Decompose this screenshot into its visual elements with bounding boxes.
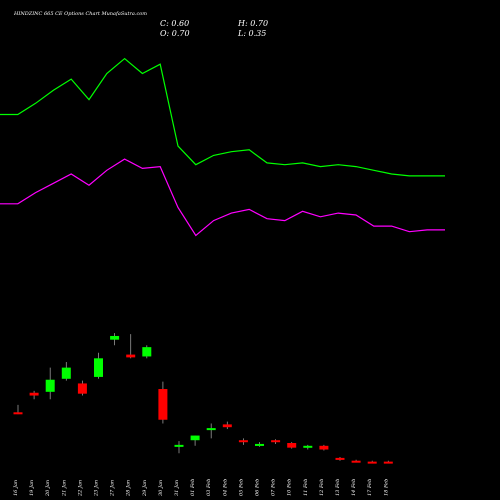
candle-body	[319, 445, 329, 450]
open-value: O: 0.70	[160, 29, 190, 38]
x-tick-label: 16 Jan	[13, 480, 19, 496]
candle-body	[351, 460, 361, 463]
x-tick-label: 04 Feb	[222, 479, 228, 496]
x-tick-label: 18 Feb	[383, 479, 389, 496]
candle-17-feb	[367, 460, 377, 464]
candle-22-jan	[77, 380, 87, 396]
candle-body	[287, 443, 297, 448]
x-tick-label: 10 Feb	[287, 479, 293, 496]
candle-body	[142, 347, 152, 357]
candle-body	[222, 424, 232, 428]
candle-20-jan	[45, 367, 55, 400]
candle-29-jan	[142, 345, 152, 359]
candle-21-jan	[61, 362, 71, 381]
candle-body	[335, 457, 345, 460]
candle-01-feb	[190, 435, 200, 446]
candle-12-feb	[319, 444, 329, 451]
candle-body	[238, 440, 248, 443]
x-axis-ticks: 16 Jan 19 Jan 20 Jan 21 Jan 22 Jan 23 Jan 27 J…	[13, 479, 389, 497]
candle-31-jan	[174, 441, 184, 454]
candle-13-feb	[335, 456, 345, 461]
candle-body	[303, 445, 313, 448]
x-tick-label: 20 Jan	[45, 480, 51, 497]
candle-28-jan	[126, 334, 136, 359]
candle-body	[255, 443, 264, 446]
candle-23-jan	[94, 352, 103, 379]
x-tick-label: 05 Feb	[238, 479, 244, 496]
chart-title: HINDZINC 665 CE Options Chart MunafaSutr…	[13, 11, 147, 17]
candle-body	[126, 354, 136, 358]
moving-average-lines	[0, 57, 445, 237]
candle-body	[110, 335, 120, 340]
candle-body	[174, 444, 184, 447]
x-tick-label: 23 Jan	[94, 480, 100, 497]
ma-fast-line	[0, 57, 445, 177]
x-tick-label: 14 Feb	[351, 479, 357, 496]
candle-body	[94, 358, 103, 377]
candle-body	[13, 412, 23, 415]
x-tick-label: 01 Feb	[190, 479, 196, 496]
x-tick-label: 21 Jan	[61, 480, 67, 497]
candle-body	[45, 379, 55, 392]
candle-07-feb	[271, 439, 281, 444]
x-tick-label: 13 Feb	[335, 479, 341, 496]
candle-06-feb	[255, 442, 264, 447]
x-tick-label: 30 Jan	[158, 480, 164, 496]
candle-05-feb	[238, 438, 248, 445]
x-tick-label: 07 Feb	[271, 479, 277, 496]
candle-body	[206, 428, 216, 431]
x-tick-label: 12 Feb	[319, 479, 325, 496]
candle-03-feb	[206, 423, 216, 439]
x-tick-label: 11 Feb	[303, 479, 309, 496]
candle-27-jan	[110, 333, 120, 346]
x-tick-label: 17 Feb	[367, 479, 373, 496]
low-value: L: 0.35	[237, 29, 266, 38]
candle-16-jan	[13, 404, 23, 415]
ma-slow-line	[0, 158, 445, 237]
candle-body	[383, 461, 393, 464]
x-tick-label: 19 Jan	[29, 480, 35, 496]
candle-body	[158, 389, 168, 420]
x-tick-label: 27 Jan	[110, 480, 116, 497]
x-tick-label: 03 Feb	[206, 479, 212, 496]
close-value: C: 0.60	[160, 19, 189, 28]
candle-body	[367, 461, 377, 464]
candle-10-feb	[287, 442, 297, 449]
candle-18-feb	[383, 460, 393, 464]
candle-body	[77, 383, 87, 394]
x-tick-label: 31 Jan	[174, 480, 180, 496]
candle-04-feb	[222, 421, 232, 430]
x-tick-label: 22 Jan	[77, 480, 83, 497]
candle-19-jan	[29, 390, 39, 400]
candle-body	[29, 392, 39, 396]
candle-14-feb	[351, 459, 361, 463]
candlestick-series	[13, 333, 393, 464]
x-tick-label: 29 Jan	[142, 480, 148, 497]
candle-11-feb	[303, 444, 313, 450]
candle-body	[61, 367, 71, 379]
high-value: H: 0.70	[237, 19, 268, 28]
x-tick-label: 06 Feb	[255, 479, 261, 496]
x-tick-label: 28 Jan	[126, 480, 132, 497]
candle-body	[190, 435, 200, 441]
candle-30-jan	[158, 381, 168, 424]
candle-body	[271, 440, 281, 443]
